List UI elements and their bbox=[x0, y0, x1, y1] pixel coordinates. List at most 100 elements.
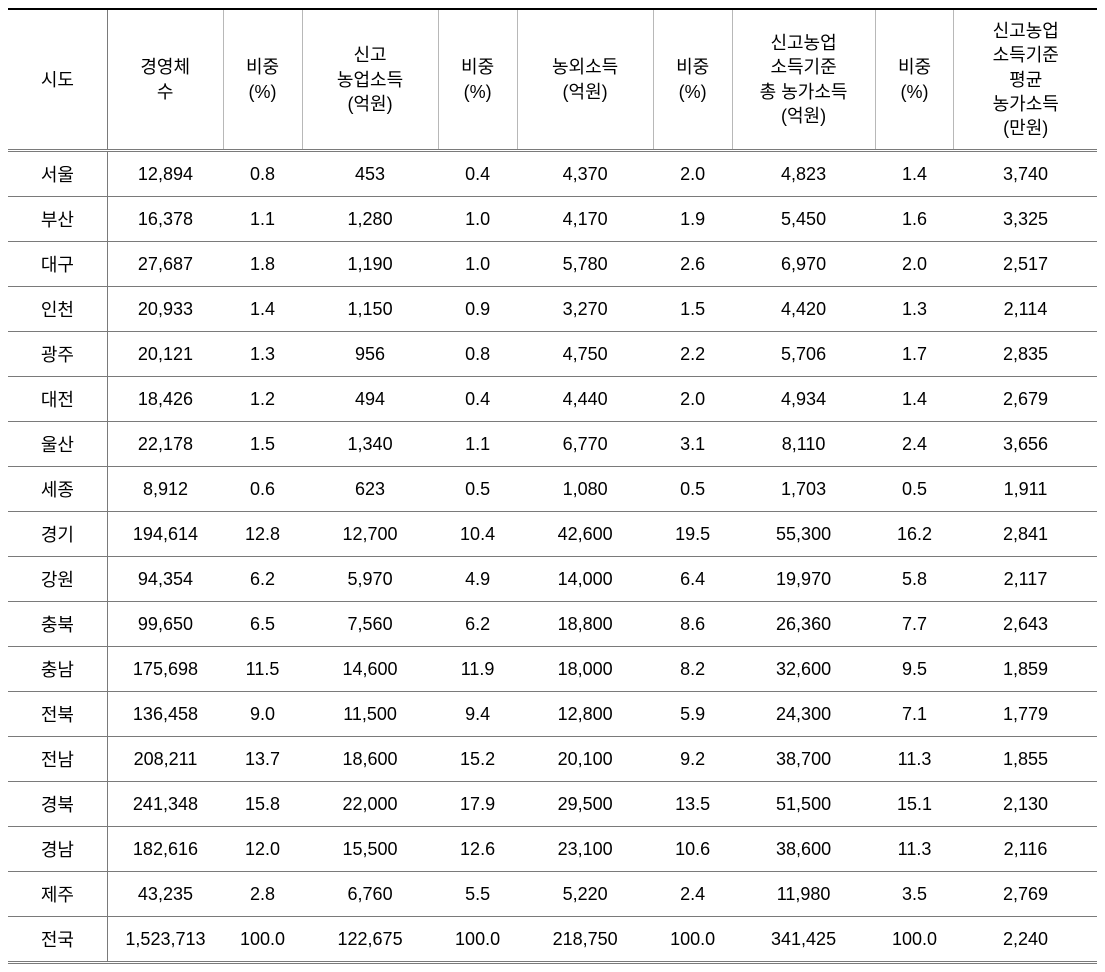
table-row: 세종8,9120.66230.51,0800.51,7030.51,911 bbox=[8, 467, 1097, 512]
table-cell: 1.8 bbox=[223, 242, 302, 287]
table-cell: 2.4 bbox=[653, 872, 732, 917]
table-cell: 전북 bbox=[8, 692, 107, 737]
table-cell: 5,780 bbox=[517, 242, 653, 287]
table-cell: 100.0 bbox=[223, 917, 302, 963]
table-cell: 94,354 bbox=[107, 557, 223, 602]
table-cell: 8,110 bbox=[732, 422, 875, 467]
table-cell: 182,616 bbox=[107, 827, 223, 872]
table-cell: 2,240 bbox=[954, 917, 1097, 963]
table-cell: 18,426 bbox=[107, 377, 223, 422]
table-cell: 10.4 bbox=[438, 512, 517, 557]
table-row: 경기194,61412.812,70010.442,60019.555,3001… bbox=[8, 512, 1097, 557]
table-cell: 1,080 bbox=[517, 467, 653, 512]
table-cell: 20,100 bbox=[517, 737, 653, 782]
table-cell: 6.5 bbox=[223, 602, 302, 647]
table-cell: 43,235 bbox=[107, 872, 223, 917]
table-cell: 453 bbox=[302, 151, 438, 197]
table-cell: 4,823 bbox=[732, 151, 875, 197]
table-cell: 1.7 bbox=[875, 332, 954, 377]
col-header-nonagri-income: 농외소득(억원) bbox=[517, 9, 653, 151]
table-cell: 4.9 bbox=[438, 557, 517, 602]
col-header-agri-income: 신고농업소득(억원) bbox=[302, 9, 438, 151]
table-cell: 1.3 bbox=[223, 332, 302, 377]
table-cell: 대전 bbox=[8, 377, 107, 422]
table-cell: 9.0 bbox=[223, 692, 302, 737]
col-header-total-income: 신고농업소득기준총 농가소득(억원) bbox=[732, 9, 875, 151]
table-cell: 2,517 bbox=[954, 242, 1097, 287]
table-cell: 1.1 bbox=[438, 422, 517, 467]
table-cell: 2,835 bbox=[954, 332, 1097, 377]
table-cell: 32,600 bbox=[732, 647, 875, 692]
table-row: 경북241,34815.822,00017.929,50013.551,5001… bbox=[8, 782, 1097, 827]
table-row: 충남175,69811.514,60011.918,0008.232,6009.… bbox=[8, 647, 1097, 692]
table-cell: 122,675 bbox=[302, 917, 438, 963]
table-cell: 5.5 bbox=[438, 872, 517, 917]
table-cell: 4,370 bbox=[517, 151, 653, 197]
table-cell: 241,348 bbox=[107, 782, 223, 827]
col-header-pct2: 비중(%) bbox=[438, 9, 517, 151]
table-row: 전국1,523,713100.0122,675100.0218,750100.0… bbox=[8, 917, 1097, 963]
table-cell: 26,360 bbox=[732, 602, 875, 647]
table-cell: 208,211 bbox=[107, 737, 223, 782]
col-header-count: 경영체수 bbox=[107, 9, 223, 151]
table-cell: 13.7 bbox=[223, 737, 302, 782]
table-cell: 서울 bbox=[8, 151, 107, 197]
col-header-avg-income: 신고농업소득기준평균농가소득(만원) bbox=[954, 9, 1097, 151]
table-cell: 4,420 bbox=[732, 287, 875, 332]
table-cell: 경기 bbox=[8, 512, 107, 557]
table-cell: 99,650 bbox=[107, 602, 223, 647]
table-cell: 3,325 bbox=[954, 197, 1097, 242]
table-cell: 6,970 bbox=[732, 242, 875, 287]
table-header: 시도 경영체수 비중(%) 신고농업소득(억원) 비중(%) 농외소득(억원) … bbox=[8, 9, 1097, 151]
table-cell: 9.5 bbox=[875, 647, 954, 692]
table-cell: 623 bbox=[302, 467, 438, 512]
table-cell: 5,970 bbox=[302, 557, 438, 602]
table-cell: 2.0 bbox=[653, 151, 732, 197]
table-cell: 1.5 bbox=[223, 422, 302, 467]
table-cell: 4,440 bbox=[517, 377, 653, 422]
table-cell: 956 bbox=[302, 332, 438, 377]
table-cell: 14,000 bbox=[517, 557, 653, 602]
table-cell: 인천 bbox=[8, 287, 107, 332]
table-cell: 대구 bbox=[8, 242, 107, 287]
table-cell: 341,425 bbox=[732, 917, 875, 963]
table-cell: 2,679 bbox=[954, 377, 1097, 422]
table-cell: 6,770 bbox=[517, 422, 653, 467]
table-cell: 4,750 bbox=[517, 332, 653, 377]
table-cell: 16.2 bbox=[875, 512, 954, 557]
col-header-pct4: 비중(%) bbox=[875, 9, 954, 151]
table-cell: 1,855 bbox=[954, 737, 1097, 782]
table-cell: 1.5 bbox=[653, 287, 732, 332]
table-cell: 11,980 bbox=[732, 872, 875, 917]
table-cell: 18,600 bbox=[302, 737, 438, 782]
table-cell: 15,500 bbox=[302, 827, 438, 872]
table-cell: 4,170 bbox=[517, 197, 653, 242]
table-cell: 1.4 bbox=[875, 377, 954, 422]
table-cell: 15.1 bbox=[875, 782, 954, 827]
table-cell: 1,703 bbox=[732, 467, 875, 512]
table-cell: 2.4 bbox=[875, 422, 954, 467]
table-row: 인천20,9331.41,1500.93,2701.54,4201.32,114 bbox=[8, 287, 1097, 332]
table-cell: 0.4 bbox=[438, 377, 517, 422]
table-cell: 51,500 bbox=[732, 782, 875, 827]
table-cell: 전국 bbox=[8, 917, 107, 963]
col-header-pct1: 비중(%) bbox=[223, 9, 302, 151]
table-cell: 38,700 bbox=[732, 737, 875, 782]
table-cell: 제주 bbox=[8, 872, 107, 917]
table-cell: 3,270 bbox=[517, 287, 653, 332]
table-cell: 1,150 bbox=[302, 287, 438, 332]
table-cell: 3,656 bbox=[954, 422, 1097, 467]
table-cell: 38,600 bbox=[732, 827, 875, 872]
table-row: 부산16,3781.11,2801.04,1701.95,4501.63,325 bbox=[8, 197, 1097, 242]
table-cell: 2,117 bbox=[954, 557, 1097, 602]
table-cell: 부산 bbox=[8, 197, 107, 242]
table-cell: 광주 bbox=[8, 332, 107, 377]
table-cell: 23,100 bbox=[517, 827, 653, 872]
table-cell: 2.0 bbox=[653, 377, 732, 422]
table-cell: 14,600 bbox=[302, 647, 438, 692]
table-cell: 2.0 bbox=[875, 242, 954, 287]
table-cell: 9.2 bbox=[653, 737, 732, 782]
table-cell: 0.5 bbox=[438, 467, 517, 512]
table-cell: 1.4 bbox=[875, 151, 954, 197]
table-cell: 1.0 bbox=[438, 197, 517, 242]
